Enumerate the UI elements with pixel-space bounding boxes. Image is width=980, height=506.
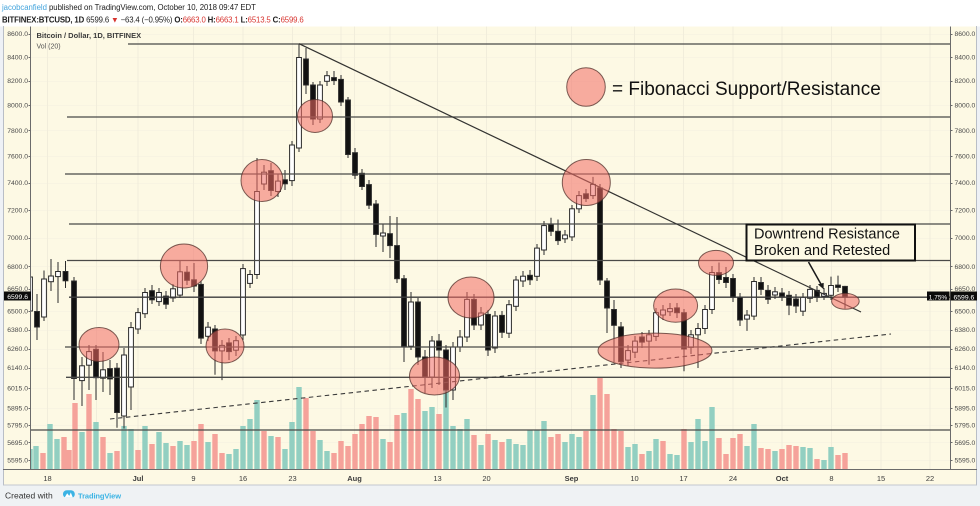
svg-text:5895.0: 5895.0 xyxy=(7,406,28,413)
svg-text:Sep: Sep xyxy=(565,474,579,483)
svg-text:= Fibonacci Support/Resistance: = Fibonacci Support/Resistance xyxy=(612,79,881,100)
svg-text:6260.0: 6260.0 xyxy=(7,346,28,353)
svg-text:5595.0: 5595.0 xyxy=(955,457,976,464)
svg-text:6800.0: 6800.0 xyxy=(7,264,28,271)
svg-text:6140.0: 6140.0 xyxy=(7,365,28,372)
svg-text:Oct: Oct xyxy=(776,474,789,483)
svg-text:13: 13 xyxy=(433,474,441,483)
svg-text:8200.0: 8200.0 xyxy=(955,78,976,85)
svg-text:20: 20 xyxy=(482,474,490,483)
svg-text:6380.0: 6380.0 xyxy=(7,327,28,334)
svg-text:7200.0: 7200.0 xyxy=(955,207,976,214)
svg-text:Vol (20): Vol (20) xyxy=(37,44,61,51)
svg-text:22: 22 xyxy=(926,474,934,483)
svg-text:6500.0: 6500.0 xyxy=(7,309,28,316)
svg-text:8000.0: 8000.0 xyxy=(955,103,976,110)
svg-text:6599.6: 6599.6 xyxy=(954,294,975,301)
svg-text:8600.0: 8600.0 xyxy=(955,31,976,38)
svg-text:8000.0: 8000.0 xyxy=(7,103,28,110)
svg-text:8400.0: 8400.0 xyxy=(7,54,28,61)
svg-text:Bitcoin / Dollar, 1D, BITFINEX: Bitcoin / Dollar, 1D, BITFINEX xyxy=(37,31,142,40)
svg-text:7000.0: 7000.0 xyxy=(7,235,28,242)
svg-text:16: 16 xyxy=(239,474,247,483)
svg-text:6260.0: 6260.0 xyxy=(955,346,976,353)
svg-text:6500.0: 6500.0 xyxy=(955,309,976,316)
svg-text:7000.0: 7000.0 xyxy=(955,235,976,242)
svg-text:10: 10 xyxy=(630,474,638,483)
svg-text:6015.0: 6015.0 xyxy=(955,386,976,393)
svg-text:Jul: Jul xyxy=(133,474,144,483)
svg-text:7200.0: 7200.0 xyxy=(7,207,28,214)
svg-text:BITFINEX:BTCUSD, 1D 6599.6 ▼: BITFINEX:BTCUSD, 1D 6599.6 ▼ −63.4 (−0.9… xyxy=(2,16,304,25)
svg-text:8: 8 xyxy=(829,474,833,483)
svg-text:8400.0: 8400.0 xyxy=(955,54,976,61)
svg-text:7400.0: 7400.0 xyxy=(7,180,28,187)
svg-text:5795.0: 5795.0 xyxy=(955,423,976,430)
svg-text:7600.0: 7600.0 xyxy=(955,154,976,161)
svg-text:17: 17 xyxy=(679,474,687,483)
svg-text:6380.0: 6380.0 xyxy=(955,327,976,334)
svg-text:24: 24 xyxy=(729,474,737,483)
svg-text:6140.0: 6140.0 xyxy=(955,365,976,372)
svg-text:7400.0: 7400.0 xyxy=(955,180,976,187)
svg-text:6650.0: 6650.0 xyxy=(7,286,28,293)
svg-text:8600.0: 8600.0 xyxy=(7,31,28,38)
svg-text:5895.0: 5895.0 xyxy=(955,406,976,413)
svg-text:18: 18 xyxy=(43,474,51,483)
svg-text:23: 23 xyxy=(288,474,296,483)
svg-text:7800.0: 7800.0 xyxy=(955,128,976,135)
svg-text:7800.0: 7800.0 xyxy=(7,128,28,135)
svg-text:15: 15 xyxy=(877,474,885,483)
svg-text:7600.0: 7600.0 xyxy=(7,154,28,161)
svg-text:5695.0: 5695.0 xyxy=(955,440,976,447)
svg-text:6650.0: 6650.0 xyxy=(955,286,976,293)
svg-text:jacobcanfield published on Tra: jacobcanfield published on TradingView.c… xyxy=(1,3,256,12)
svg-text:1.75%: 1.75% xyxy=(929,294,948,301)
svg-text:Created with: Created with xyxy=(5,491,53,501)
svg-text:Aug: Aug xyxy=(347,474,362,483)
svg-text:6599.6: 6599.6 xyxy=(7,294,28,301)
svg-text:TradingView: TradingView xyxy=(78,492,121,501)
svg-text:5795.0: 5795.0 xyxy=(7,423,28,430)
svg-text:Downtrend Resistance: Downtrend Resistance xyxy=(754,227,900,243)
svg-text:9: 9 xyxy=(191,474,195,483)
svg-text:8200.0: 8200.0 xyxy=(7,78,28,85)
svg-text:Broken and Retested: Broken and Retested xyxy=(754,243,890,259)
svg-text:5595.0: 5595.0 xyxy=(7,457,28,464)
svg-text:6015.0: 6015.0 xyxy=(7,386,28,393)
svg-text:6800.0: 6800.0 xyxy=(955,264,976,271)
svg-text:5695.0: 5695.0 xyxy=(7,440,28,447)
